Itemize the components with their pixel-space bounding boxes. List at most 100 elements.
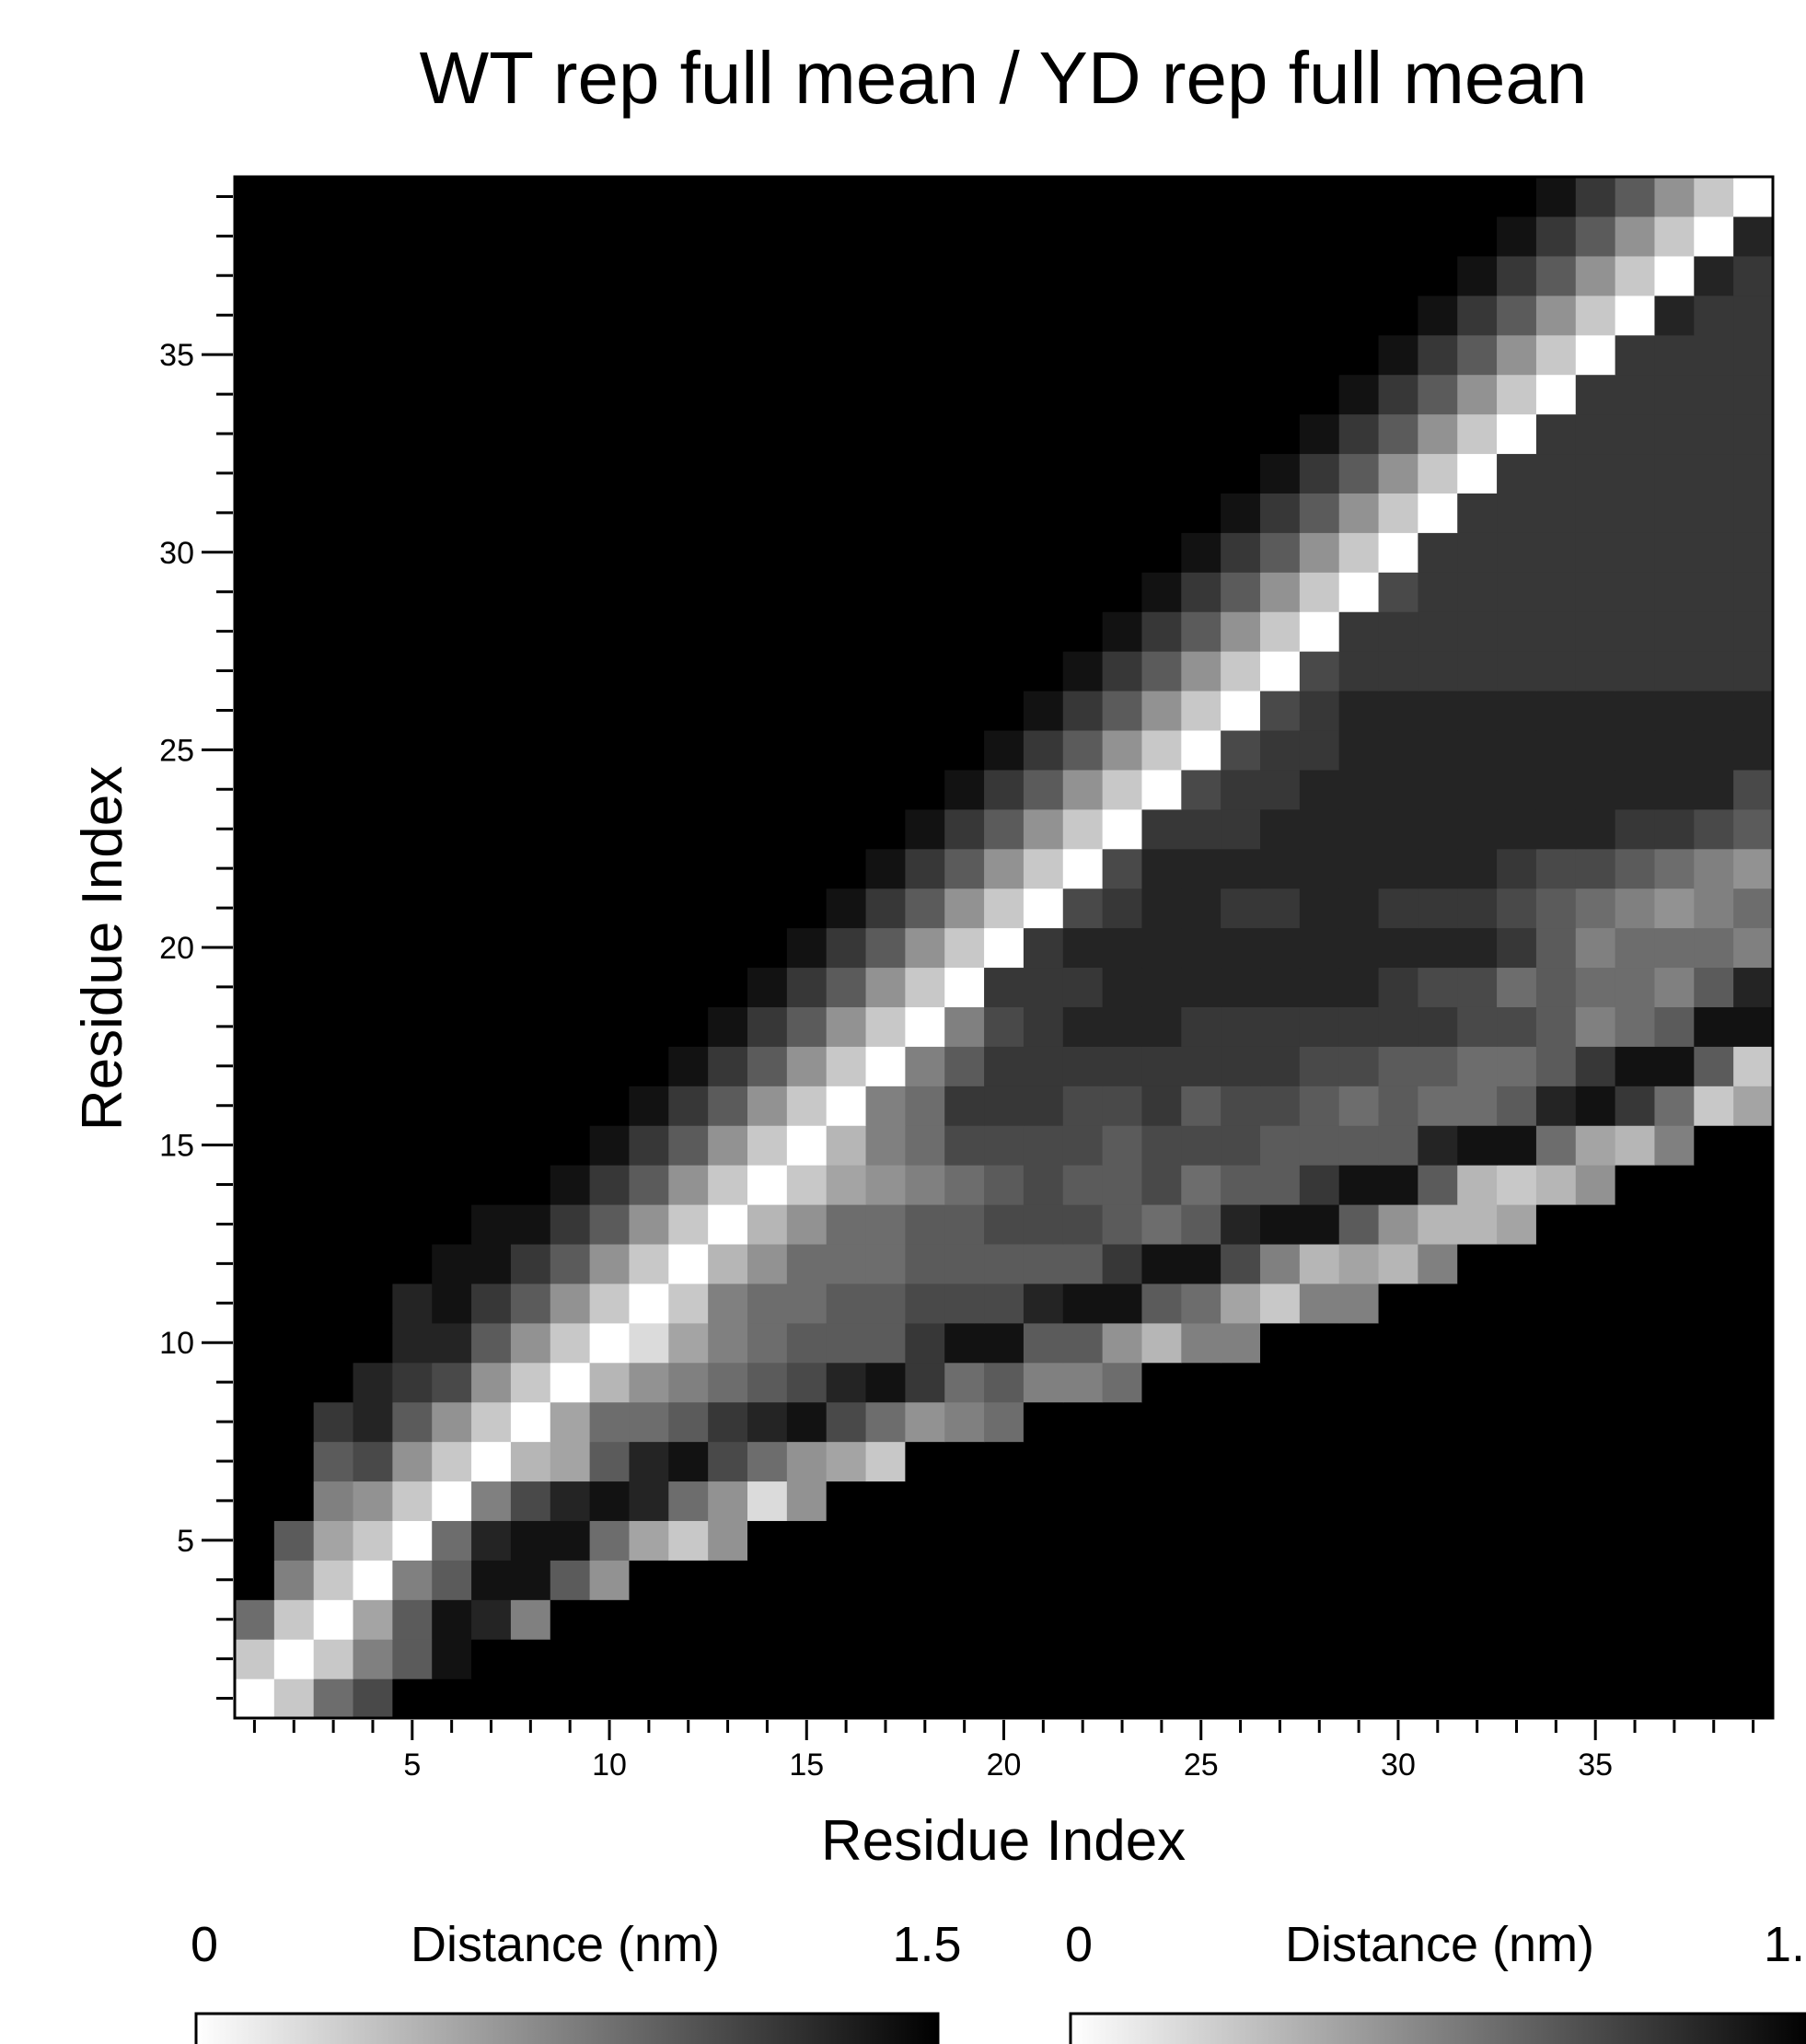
heatmap-cell [1733,888,1774,929]
heatmap-cell [432,651,472,691]
heatmap-cell [668,1639,709,1679]
heatmap-cell [1733,177,1774,217]
heatmap-cell [471,1165,512,1205]
heatmap-cell [1694,1639,1734,1679]
heatmap-cell [708,295,748,336]
heatmap-cell [1615,1165,1656,1205]
heatmap-cell [1615,1481,1656,1521]
heatmap-cell [1535,729,1577,771]
heatmap-cell [1733,1204,1774,1245]
heatmap-cell [353,453,393,494]
heatmap-cell [708,255,748,296]
heatmap-cell [1575,1086,1616,1126]
heatmap-cell [1418,1441,1458,1482]
heatmap-cell [1535,848,1577,889]
heatmap-cell [1615,453,1656,494]
heatmap-cell [392,967,433,1007]
heatmap-cell [747,1283,788,1324]
heatmap-cell [1654,769,1695,810]
heatmap-cell [1378,888,1418,929]
heatmap-cell [353,493,393,533]
heatmap-cell [786,1086,828,1126]
heatmap-cell [905,1243,945,1284]
heatmap-cell [1615,1639,1656,1679]
heatmap-cell [1062,1678,1104,1719]
heatmap-cell [1181,295,1221,336]
heatmap-cell [589,651,631,691]
heatmap-cell [1023,1520,1064,1561]
heatmap-cell [708,888,748,929]
heatmap-cell [668,1086,709,1126]
heatmap-cell [1497,1006,1537,1047]
heatmap-cell [1497,1165,1537,1205]
heatmap-cell [944,1125,985,1166]
heatmap-cell [905,1560,945,1600]
heatmap-cell [1299,413,1340,455]
heatmap-cell [826,413,867,455]
heatmap-cell [1575,1125,1616,1166]
heatmap-cell [1535,374,1577,415]
heatmap-cell [1338,1639,1380,1679]
heatmap-cell [235,215,275,257]
heatmap-cell [1497,1599,1537,1640]
heatmap-cell [1299,1520,1340,1561]
heatmap-cell [510,769,551,810]
heatmap-cell [1694,611,1734,652]
heatmap-cell [708,651,748,691]
heatmap-cell [432,1046,472,1086]
heatmap-cell [510,1046,551,1086]
heatmap-cell [1378,1639,1418,1679]
heatmap-cell [1654,888,1695,929]
heatmap-cell [1299,691,1340,731]
heatmap-cell [353,177,393,217]
heatmap-cell [1654,651,1695,691]
heatmap-cell [235,1046,275,1086]
heatmap-cell [471,1401,512,1443]
heatmap-cell [392,215,433,257]
heatmap-cell [273,1006,315,1047]
heatmap-cell [1654,493,1695,533]
heatmap-cell [944,1401,985,1443]
heatmap-cell [1654,967,1695,1007]
heatmap-cell [1575,1481,1616,1521]
heatmap-cell [589,1560,631,1600]
heatmap-cell [550,1599,591,1640]
heatmap-cell [550,295,591,336]
heatmap-cell [1181,1204,1221,1245]
heatmap-cell [1497,1639,1537,1679]
heatmap-cell [984,1441,1025,1482]
heatmap-cell [1575,493,1616,533]
heatmap-cell [432,1165,472,1205]
heatmap-cell [1615,413,1656,455]
heatmap-cell [1654,572,1695,612]
heatmap-cell [865,888,906,929]
heatmap-cell [747,1599,788,1640]
heatmap-cell [865,1046,906,1086]
heatmap-cell [1299,1125,1340,1166]
y-tick-label: 25 [159,733,194,768]
heatmap-cell [1299,1243,1340,1284]
heatmap-cell [273,295,315,336]
heatmap-cell [1535,769,1577,810]
heatmap-cell [905,1441,945,1482]
heatmap-cell [235,334,275,376]
heatmap-cell [944,572,985,612]
heatmap-cell [984,1678,1025,1719]
heatmap-cell [708,493,748,533]
heatmap-cell [1615,177,1656,217]
heatmap-cell [1141,1006,1182,1047]
heatmap-cell [1418,413,1458,455]
heatmap-cell [550,1401,591,1443]
heatmap-cell [471,1678,512,1719]
heatmap-cell [1102,1243,1143,1284]
heatmap-cell [1062,532,1104,573]
heatmap-cell [1102,1639,1143,1679]
heatmap-cell [1299,1441,1340,1482]
heatmap-cell [392,177,433,217]
heatmap-cell [1023,1678,1064,1719]
heatmap-cell [865,1678,906,1719]
heatmap-cell [826,374,867,415]
heatmap-cell [1299,215,1340,257]
heatmap-cell [1221,808,1261,850]
heatmap-cell [1260,374,1301,415]
